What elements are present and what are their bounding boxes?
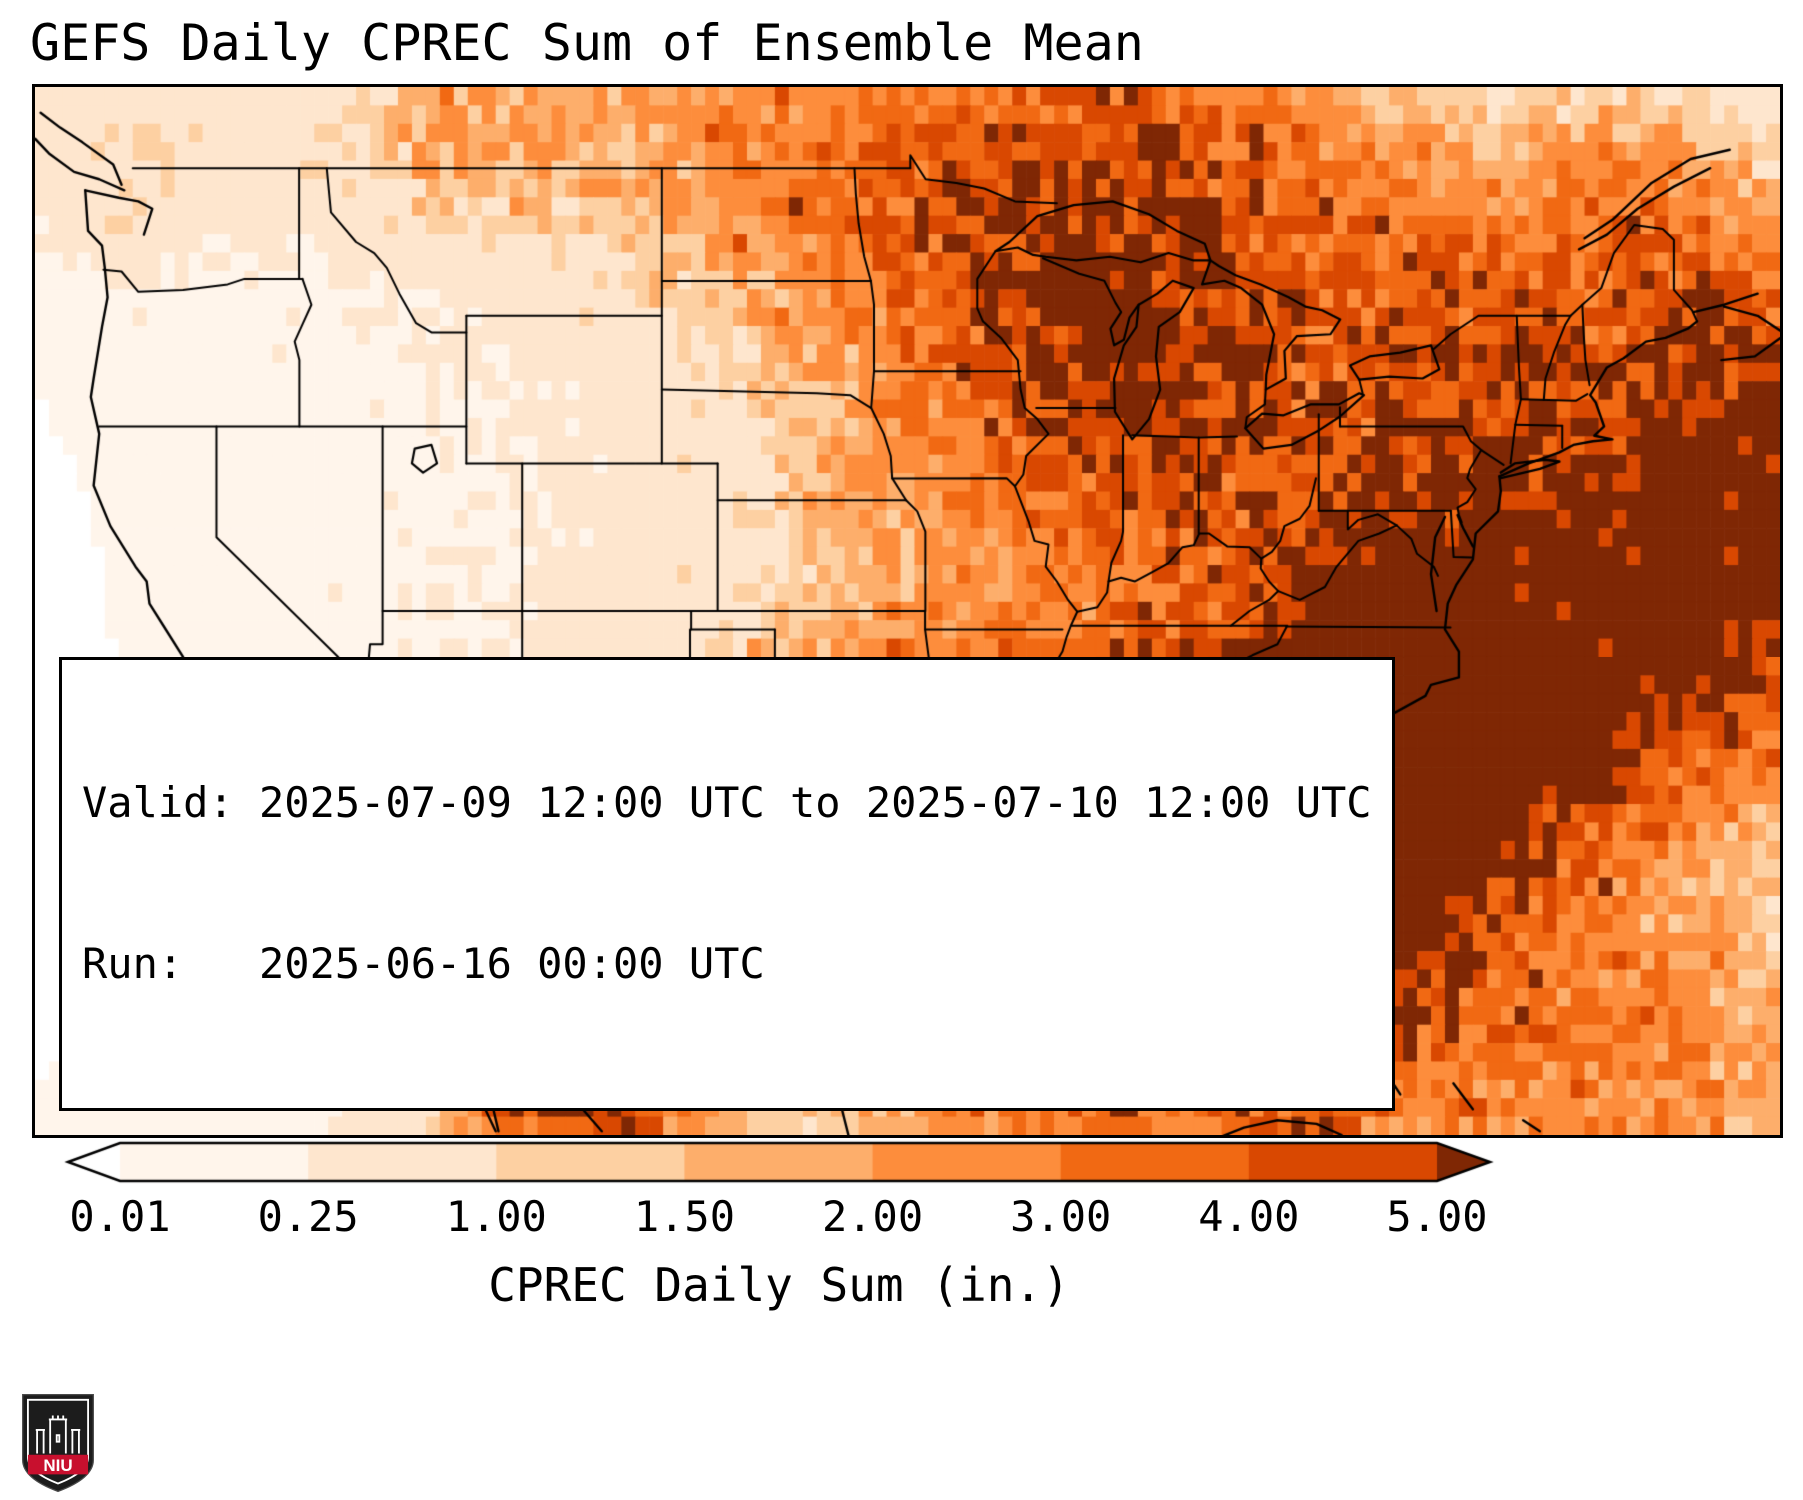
- castle-icon: [35, 1415, 81, 1454]
- colorbar-label: CPREC Daily Sum (in.): [488, 1258, 1070, 1312]
- run-time-text: Run: 2025-06-16 00:00 UTC: [82, 938, 765, 988]
- colorbar-canvas: [60, 1140, 1505, 1190]
- colorbar-tick: 1.50: [633, 1192, 735, 1241]
- valid-time-text: Valid: 2025-07-09 12:00 UTC to 2025-07-1…: [82, 777, 1372, 827]
- logo-text: NIU: [43, 1456, 72, 1475]
- logo-shield: [22, 1393, 94, 1493]
- precip-map: Valid: 2025-07-09 12:00 UTC to 2025-07-1…: [32, 84, 1783, 1138]
- colorbar-tick: 5.00: [1386, 1192, 1488, 1241]
- info-box: Valid: 2025-07-09 12:00 UTC to 2025-07-1…: [59, 657, 1395, 1111]
- niu-logo: NIU: [22, 1393, 94, 1493]
- chart-title: GEFS Daily CPREC Sum of Ensemble Mean: [30, 14, 1144, 72]
- colorbar-tick: 2.00: [821, 1192, 924, 1241]
- colorbar-tick: 0.25: [257, 1192, 359, 1241]
- colorbar-tick: 4.00: [1198, 1192, 1300, 1241]
- logo-band: [27, 1454, 89, 1475]
- colorbar-tick: 0.01: [69, 1192, 171, 1241]
- colorbar-tick: 1.00: [445, 1192, 547, 1241]
- colorbar-tick: 3.00: [1010, 1192, 1112, 1241]
